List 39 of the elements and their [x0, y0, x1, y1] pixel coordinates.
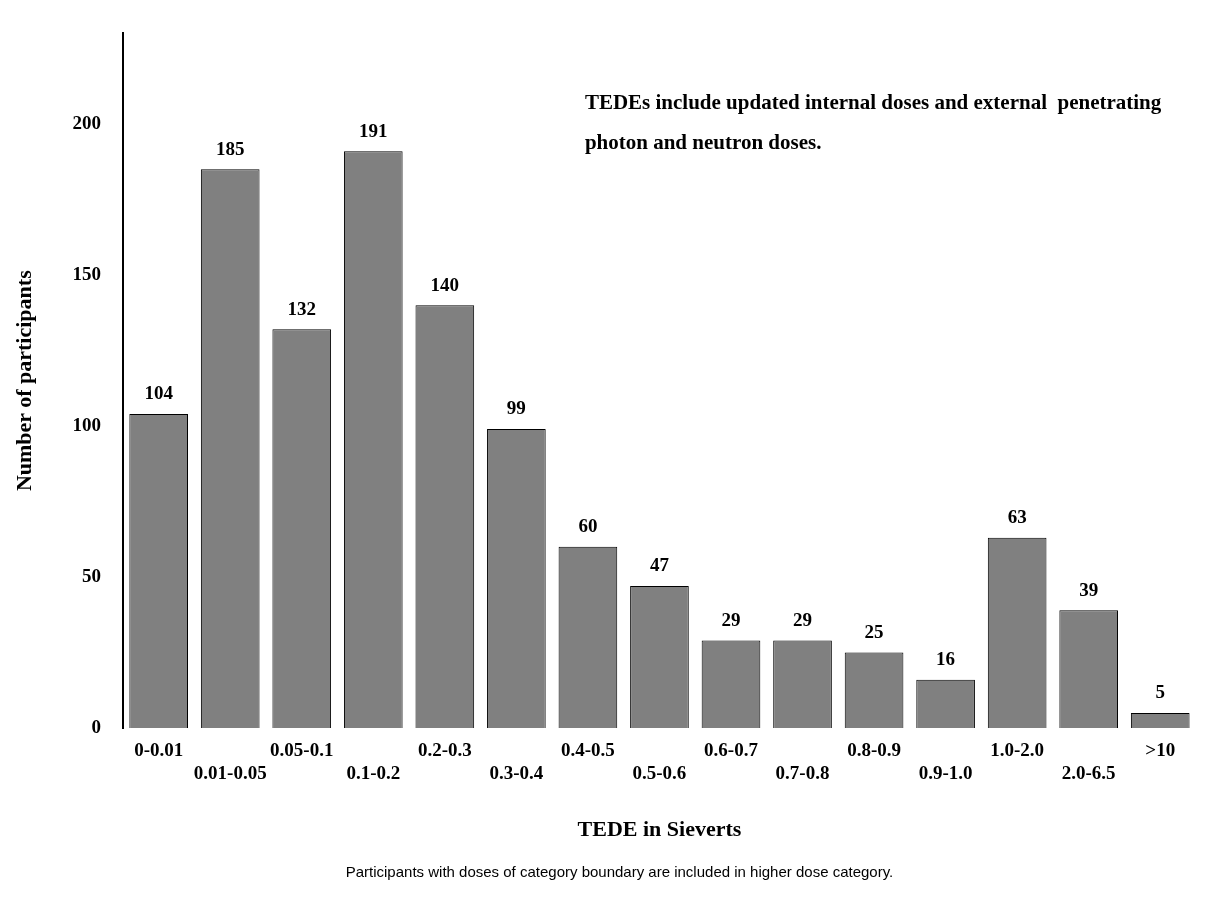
- data-label: 60: [578, 515, 598, 537]
- data-label: 185: [215, 137, 245, 159]
- x-tick-label: 0.6-0.7: [704, 739, 759, 761]
- annotation: TEDEs include updated internal doses and external penetrating photon and neutron doses.: [584, 89, 1162, 154]
- x-tick-label: 2.0-6.5: [1061, 762, 1116, 784]
- x-tick-label: 0.05-0.1: [270, 739, 334, 761]
- text: Participants with doses of category boundary are included in higher dose category.: [345, 863, 894, 881]
- x-tick-label: 0.01-0.05: [193, 762, 267, 784]
- y-tick-label: 50: [81, 564, 101, 586]
- y-axis-title: Number of participants: [10, 269, 36, 492]
- data-label: 63: [1007, 506, 1027, 528]
- y-tick-label: 200: [72, 111, 101, 133]
- data-label: 132: [287, 297, 316, 319]
- data-label: 191: [359, 119, 388, 141]
- data-label: 99: [506, 397, 526, 419]
- y-tick-label: 100: [72, 413, 101, 435]
- data-label: 25: [864, 620, 884, 642]
- data-label: 104: [144, 382, 174, 404]
- data-label: 16: [936, 648, 956, 670]
- x-tick-label: 1.0-2.0: [990, 739, 1045, 761]
- data-label: 29: [793, 608, 813, 630]
- x-tick-label: 0.8-0.9: [847, 739, 901, 761]
- data-label: 39: [1079, 578, 1099, 600]
- x-tick-label: 0.4-0.5: [561, 739, 615, 761]
- data-label: 5: [1155, 681, 1165, 703]
- data-label: 140: [430, 273, 460, 295]
- x-axis-title: TEDE in Sieverts: [577, 816, 742, 842]
- data-label: 29: [721, 608, 741, 630]
- x-tick-label: 0.9-1.0: [918, 762, 973, 784]
- y-tick-label: 150: [72, 262, 101, 284]
- x-tick-label: 0.1-0.2: [346, 762, 401, 784]
- data-label: 47: [649, 554, 670, 576]
- x-tick-label: 0.5-0.6: [632, 762, 687, 784]
- y-tick-label: 0: [91, 715, 101, 737]
- x-tick-label: 0.2-0.3: [417, 739, 472, 761]
- x-tick-label: 0-0.01: [134, 739, 184, 761]
- x-tick-label: 0.3-0.4: [489, 762, 544, 784]
- x-tick-label: 0.7-0.8: [775, 762, 830, 784]
- x-tick-label: >10: [1145, 739, 1176, 761]
